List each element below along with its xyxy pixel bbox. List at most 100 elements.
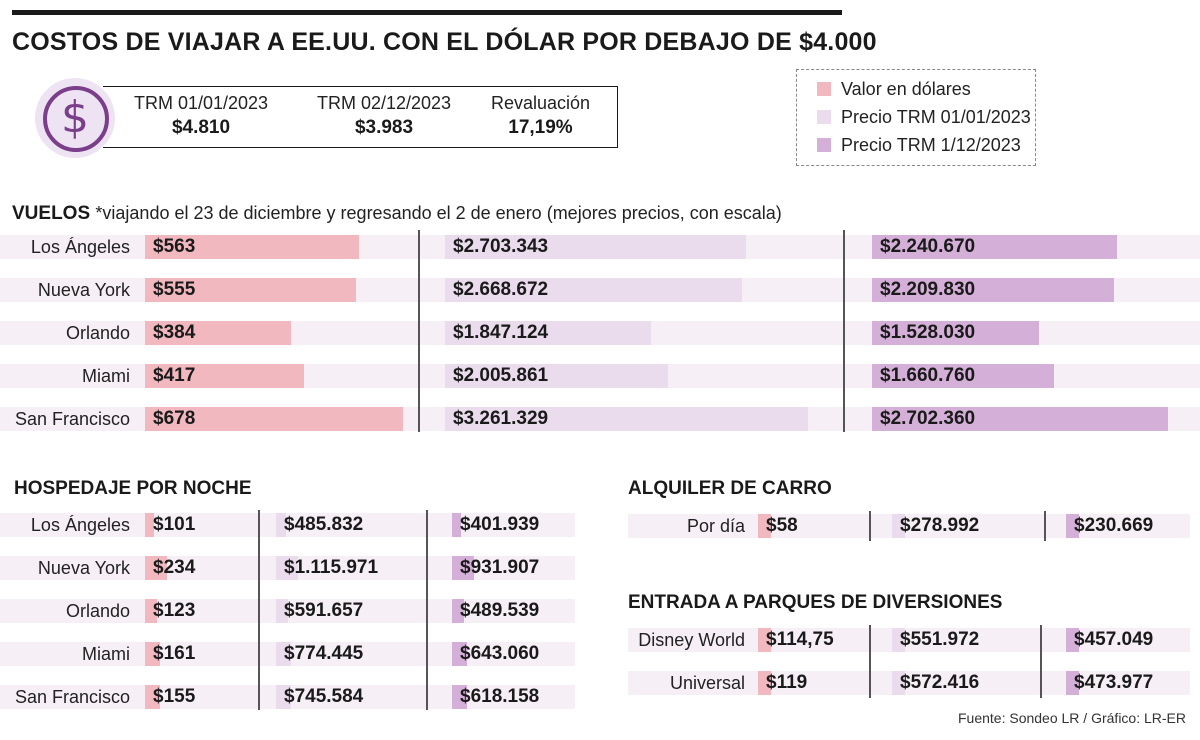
- entrada-a-parques-de-diversiones-column-divider: [1040, 625, 1042, 698]
- vuelos-column-divider: [843, 230, 845, 432]
- vuelos-label-los-angeles: Los Ángeles: [30, 237, 130, 257]
- vuelos-bar-los-angeles-1: [145, 235, 360, 259]
- entrada-a-parques-de-diversiones-column-divider: [869, 625, 871, 698]
- entrada-a-parques-de-diversiones-value-universal-1: $119: [766, 672, 808, 693]
- flights-title: VUELOS *viajando el 23 de diciembre y re…: [12, 203, 782, 225]
- entrada-a-parques-de-diversiones-value-universal-3: $473.977: [1074, 672, 1154, 693]
- vuelos-value-nueva-york-1: $555: [153, 279, 196, 300]
- hospedaje-por-noche-label-orlando: Orlando: [65, 601, 130, 621]
- hospedaje-por-noche-value-miami-3: $643.060: [460, 643, 540, 664]
- entrada-a-parques-de-diversiones-row-band: [628, 671, 1190, 695]
- legend-label-trm-old: Precio TRM 01/01/2023: [841, 107, 1031, 127]
- vuelos-value-orlando-2: $1.847.124: [453, 322, 549, 343]
- legend-label-usd: Valor en dólares: [841, 79, 971, 99]
- trm-end-label: TRM 02/12/2023: [316, 93, 452, 113]
- trm-start-value: $4.810: [171, 117, 231, 138]
- hospedaje-por-noche-bar-miami-2: [276, 642, 292, 666]
- alquiler-de-carro-value-por-dia-2: $278.992: [900, 515, 980, 536]
- hospedaje-por-noche-label-los-angeles: Los Ángeles: [30, 515, 130, 535]
- vuelos-bar-miami-1: [145, 364, 304, 388]
- hospedaje-por-noche-bar-los-angeles-1: [145, 513, 155, 537]
- vuelos-value-miami-1: $417: [153, 365, 196, 386]
- trm-end: TRM 02/12/2023 $3.983: [314, 93, 454, 140]
- parks-title: ENTRADA A PARQUES DE DIVERSIONES: [628, 592, 1003, 613]
- entrada-a-parques-de-diversiones-value-disney-world-3: $457.049: [1074, 629, 1154, 650]
- entrada-a-parques-de-diversiones-bar-disney-world-1: [758, 628, 771, 652]
- entrada-a-parques-de-diversiones-bar-universal-1: [758, 671, 772, 695]
- hospedaje-por-noche-value-nueva-york-2: $1.115.971: [284, 557, 379, 578]
- vuelos-value-orlando-1: $384: [153, 322, 196, 343]
- hospedaje-por-noche-value-los-angeles-2: $485.832: [284, 514, 364, 535]
- vuelos-bar-miami-2: [445, 364, 669, 388]
- alquiler-de-carro-bar-por-dia-2: [892, 514, 906, 538]
- car-rental-title: ALQUILER DE CARRO: [628, 478, 832, 499]
- vuelos-value-nueva-york-2: $2.668.672: [453, 279, 549, 300]
- legend-swatch-trm-old: [817, 110, 831, 124]
- hospedaje-por-noche-value-nueva-york-1: $234: [153, 557, 196, 578]
- entrada-a-parques-de-diversiones-bar-disney-world-2: [892, 628, 905, 652]
- hospedaje-por-noche-column-divider: [258, 510, 260, 710]
- hospedaje-por-noche-value-los-angeles-3: $401.939: [460, 514, 540, 535]
- hospedaje-por-noche-value-miami-2: $774.445: [284, 643, 364, 664]
- hospedaje-por-noche-value-san-francisco-1: $155: [153, 686, 196, 707]
- vuelos-bar-orlando-3: [872, 321, 1040, 345]
- vuelos-value-los-angeles-1: $563: [153, 236, 196, 257]
- hospedaje-por-noche-value-orlando-1: $123: [153, 600, 196, 621]
- entrada-a-parques-de-diversiones-value-universal-2: $572.416: [900, 672, 980, 693]
- flights-title-text: VUELOS: [12, 203, 91, 224]
- vuelos-bar-orlando-2: [445, 321, 651, 345]
- vuelos-bar-orlando-1: [145, 321, 292, 345]
- vuelos-bar-los-angeles-2: [445, 235, 746, 259]
- revaluation-value: 17,19%: [508, 117, 573, 138]
- vuelos-value-san-francisco-2: $3.261.329: [453, 408, 549, 429]
- legend-swatch-usd: [817, 82, 831, 96]
- alquiler-de-carro-bar-por-dia-1: [758, 514, 772, 538]
- hospedaje-por-noche-value-san-francisco-3: $618.158: [460, 686, 540, 707]
- source-note: Fuente: Sondeo LR / Gráfico: LR-ER: [958, 710, 1186, 726]
- vuelos-label-orlando: Orlando: [65, 323, 130, 343]
- hospedaje-por-noche-bar-san-francisco-1: [145, 685, 160, 709]
- hospedaje-por-noche-bar-los-angeles-3: [452, 513, 462, 537]
- entrada-a-parques-de-diversiones-bar-disney-world-3: [1066, 628, 1079, 652]
- vuelos-value-orlando-3: $1.528.030: [880, 322, 976, 343]
- legend-swatch-trm-new: [817, 138, 831, 152]
- vuelos-bar-nueva-york-1: [145, 278, 357, 302]
- hospedaje-por-noche-row-band: [0, 513, 575, 537]
- revaluation-label: Revaluación: [490, 93, 591, 113]
- hospedaje-por-noche-bar-miami-1: [145, 642, 161, 666]
- entrada-a-parques-de-diversiones-label-universal: Universal: [669, 673, 745, 693]
- vuelos-value-miami-3: $1.660.760: [880, 365, 976, 386]
- hospedaje-por-noche-label-nueva-york: Nueva York: [37, 558, 130, 578]
- hospedaje-por-noche-bar-los-angeles-2: [276, 513, 286, 537]
- hospedaje-por-noche-value-los-angeles-1: $101: [153, 514, 196, 535]
- vuelos-value-los-angeles-2: $2.703.343: [453, 236, 549, 257]
- legend-item-usd: Valor en dólares: [817, 79, 971, 101]
- hospedaje-por-noche-bar-orlando-2: [276, 599, 288, 623]
- entrada-a-parques-de-diversiones-value-disney-world-1: $114,75: [766, 629, 834, 650]
- hospedaje-por-noche-bar-san-francisco-2: [276, 685, 291, 709]
- alquiler-de-carro-value-por-dia-3: $230.669: [1074, 515, 1154, 536]
- hospedaje-por-noche-value-miami-1: $161: [153, 643, 196, 664]
- alquiler-de-carro-value-por-dia-1: $58: [766, 515, 798, 536]
- hospedaje-por-noche-bar-orlando-3: [452, 599, 464, 623]
- trm-summary-box: TRM 01/01/2023 $4.810 TRM 02/12/2023 $3.…: [103, 86, 618, 148]
- flights-note: *viajando el 23 de diciembre y regresand…: [95, 203, 782, 223]
- vuelos-bar-nueva-york-3: [872, 278, 1115, 302]
- vuelos-value-nueva-york-3: $2.209.830: [880, 279, 976, 300]
- revaluation: Revaluación 17,19%: [483, 93, 598, 140]
- legend-item-trm-old: Precio TRM 01/01/2023: [817, 107, 1031, 129]
- vuelos-label-nueva-york: Nueva York: [37, 280, 130, 300]
- hospedaje-por-noche-value-orlando-2: $591.657: [284, 600, 364, 621]
- alquiler-de-carro-column-divider: [869, 511, 871, 541]
- top-rule: [12, 10, 842, 15]
- vuelos-label-san-francisco: San Francisco: [14, 409, 130, 429]
- entrada-a-parques-de-diversiones-row-band: [628, 628, 1190, 652]
- lodging-title: HOSPEDAJE POR NOCHE: [14, 478, 252, 499]
- alquiler-de-carro-label-por-dia: Por día: [686, 516, 745, 536]
- vuelos-column-divider: [418, 230, 420, 432]
- vuelos-bar-miami-3: [872, 364, 1054, 388]
- hospedaje-por-noche-value-orlando-3: $489.539: [460, 600, 540, 621]
- hospedaje-por-noche-bar-orlando-1: [145, 599, 157, 623]
- alquiler-de-carro-column-divider: [1044, 511, 1046, 541]
- hospedaje-por-noche-value-san-francisco-2: $745.584: [284, 686, 364, 707]
